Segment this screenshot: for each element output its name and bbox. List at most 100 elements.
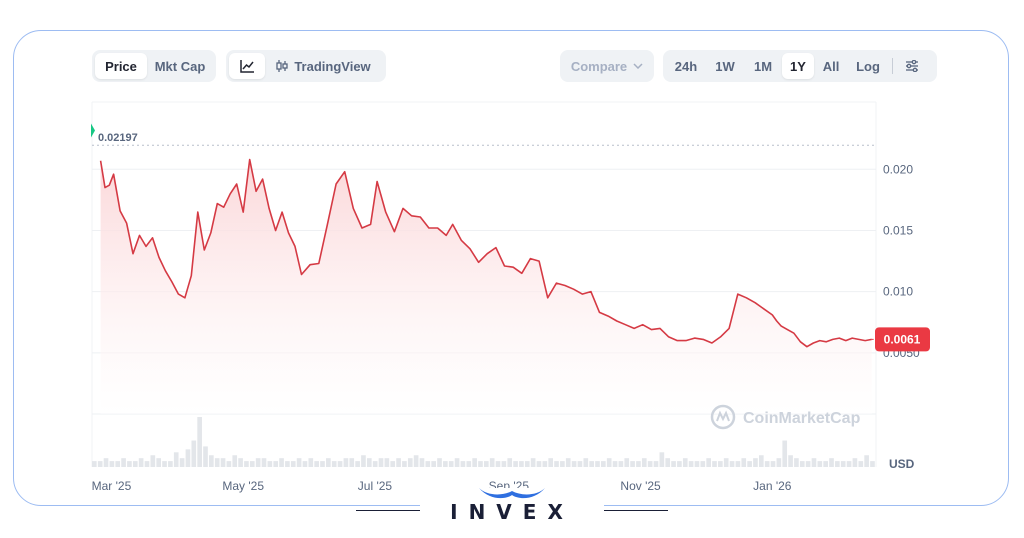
volume-bar	[554, 461, 559, 467]
volume-bar	[296, 458, 302, 467]
volume-bar	[758, 455, 764, 467]
range-1y[interactable]: 1Y	[782, 53, 814, 79]
volume-bar	[835, 461, 840, 467]
volume-bar	[542, 461, 548, 467]
volume-bar	[156, 458, 162, 467]
volume-bar	[829, 458, 834, 467]
volume-bar	[407, 458, 413, 467]
x-axis: Mar '25 May '25 Jul '25 Sep '25 Nov '25 Jan '…	[92, 479, 792, 493]
volume-bar	[565, 458, 571, 467]
compare-dropdown[interactable]: Compare	[560, 50, 654, 82]
start-marker	[91, 123, 95, 138]
volume-bar	[524, 461, 530, 467]
current-price-label: 0.0061	[884, 332, 921, 346]
volume-bar	[168, 461, 173, 467]
volume-bar	[712, 461, 717, 467]
volume-bar	[723, 458, 729, 467]
invex-logo: INVEX	[420, 488, 604, 534]
volume-bar	[612, 461, 618, 467]
volume-bar	[337, 461, 343, 467]
brand-divider-right	[588, 510, 668, 511]
volume-bar	[682, 458, 688, 467]
volume-bar	[641, 458, 647, 467]
volume-bar	[677, 461, 682, 467]
bull-horns-icon	[479, 488, 545, 499]
volume-bar	[577, 461, 583, 467]
volume-bar	[279, 458, 284, 467]
chevron-down-icon	[633, 63, 643, 69]
tab-price[interactable]: Price	[95, 53, 147, 79]
volume-bar	[700, 461, 706, 467]
log-scale-button[interactable]: Log	[856, 58, 880, 74]
volume-bar	[653, 461, 659, 467]
chart-mode-toggle: TradingView	[226, 50, 386, 82]
volume-bar	[331, 461, 337, 467]
tab-mkt-cap[interactable]: Mkt Cap	[154, 58, 206, 74]
y-tick-label: 0.020	[883, 162, 913, 176]
currency-unit-label: USD	[889, 457, 915, 471]
volume-bar	[121, 458, 126, 467]
volume-bar	[448, 461, 454, 467]
volume-bar	[519, 461, 524, 467]
volume-bar	[718, 461, 723, 467]
chart-settings-button[interactable]	[897, 53, 927, 79]
line-chart-button[interactable]	[229, 53, 265, 79]
range-all[interactable]: All	[822, 58, 840, 74]
volume-bar	[320, 461, 325, 467]
volume-bar	[530, 458, 536, 467]
volume-bar	[308, 458, 314, 467]
volume-bar	[290, 461, 296, 467]
y-tick-label: 0.010	[883, 285, 913, 299]
brand-divider-left	[356, 510, 436, 511]
volume-bar	[501, 461, 507, 467]
volume-bar	[349, 458, 355, 467]
volume-bar	[343, 458, 349, 467]
volume-bar	[688, 461, 694, 467]
volume-bar	[302, 461, 308, 467]
volume-bar	[115, 461, 121, 467]
volume-bar	[870, 461, 875, 467]
volume-bar	[764, 461, 770, 467]
volume-bar	[805, 461, 811, 467]
volume-bar	[226, 461, 232, 467]
volume-bar	[372, 461, 378, 467]
range-selector: 24h 1W 1M 1Y All Log	[663, 50, 937, 82]
volume-bar	[261, 458, 267, 467]
volume-bar	[741, 458, 747, 467]
volume-bar	[770, 461, 776, 467]
volume-bar	[846, 461, 852, 467]
volume-bar	[173, 452, 179, 467]
volume-bar	[735, 461, 741, 467]
volume-bar	[601, 461, 606, 467]
volume-bar	[589, 461, 594, 467]
volume-bar	[858, 461, 864, 467]
y-tick-label: 0.015	[883, 223, 913, 237]
volume-bar	[109, 461, 115, 467]
volume-bar	[747, 461, 752, 467]
volume-bar	[220, 458, 226, 467]
volume-bar	[536, 461, 542, 467]
tradingview-button[interactable]: TradingView	[265, 53, 381, 79]
x-tick-label: May '25	[222, 479, 264, 493]
volume-bar	[472, 458, 477, 467]
price-line	[99, 158, 872, 348]
volume-bar	[132, 461, 138, 467]
range-1w[interactable]: 1W	[715, 58, 735, 74]
range-24h[interactable]: 24h	[674, 58, 698, 74]
volume-bar	[624, 458, 630, 467]
volume-bar	[138, 458, 144, 467]
tradingview-label: TradingView	[294, 58, 371, 74]
volume-bar	[454, 458, 460, 467]
volume-bar	[548, 458, 554, 467]
volume-bar	[665, 458, 671, 467]
volume-bar	[618, 461, 624, 467]
volume-bar	[249, 461, 255, 467]
coinmarketcap-watermark: CoinMarketCap	[710, 404, 861, 430]
candlestick-icon	[276, 60, 288, 72]
brand-wordmark: INVEX	[450, 500, 574, 524]
range-1m[interactable]: 1M	[753, 58, 773, 74]
volume-bar	[513, 461, 518, 467]
volume-bar	[484, 461, 489, 467]
volume-bar	[92, 461, 97, 467]
